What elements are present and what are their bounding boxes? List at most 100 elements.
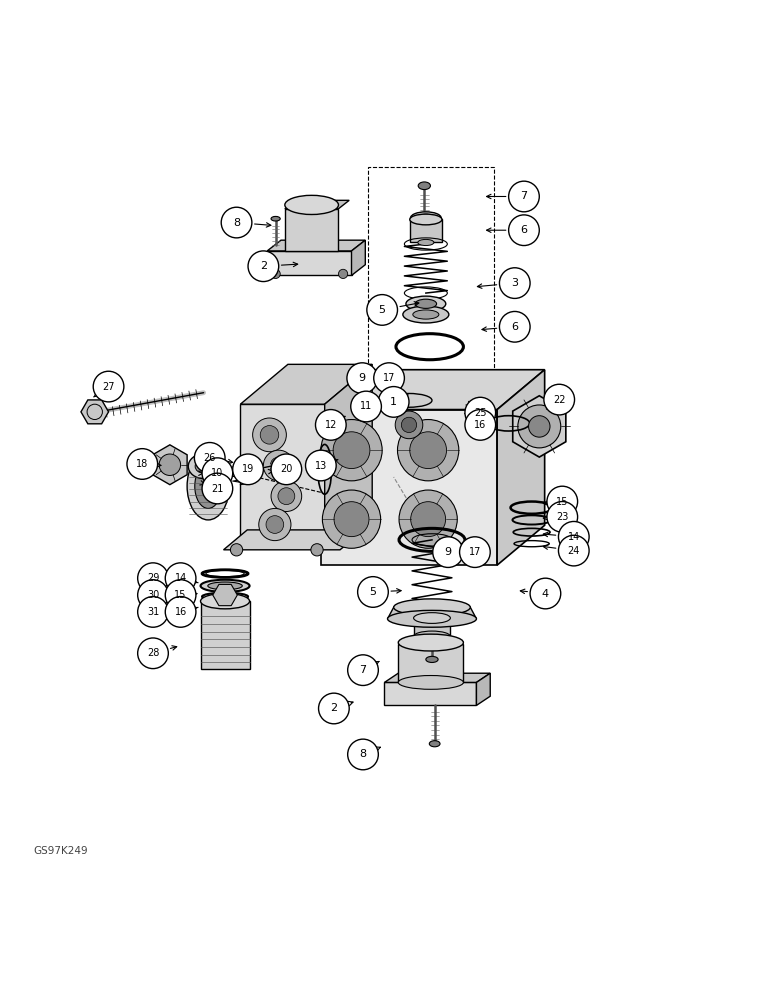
Text: 30: 30 xyxy=(147,590,159,600)
Polygon shape xyxy=(321,410,497,565)
Polygon shape xyxy=(384,673,490,682)
Ellipse shape xyxy=(388,610,476,627)
Ellipse shape xyxy=(188,454,219,479)
Polygon shape xyxy=(388,607,476,619)
Circle shape xyxy=(433,537,463,567)
Text: 7: 7 xyxy=(360,665,367,675)
Circle shape xyxy=(311,544,323,556)
Circle shape xyxy=(411,502,445,537)
Circle shape xyxy=(558,535,589,566)
Circle shape xyxy=(401,417,417,433)
Polygon shape xyxy=(240,404,325,546)
Circle shape xyxy=(347,655,378,685)
Text: 7: 7 xyxy=(520,191,527,201)
Text: 19: 19 xyxy=(242,464,254,474)
Circle shape xyxy=(347,739,378,770)
Text: 12: 12 xyxy=(325,420,337,430)
Circle shape xyxy=(350,391,381,422)
Circle shape xyxy=(306,450,336,481)
Circle shape xyxy=(137,580,168,610)
Ellipse shape xyxy=(411,212,441,224)
Circle shape xyxy=(333,432,370,469)
Circle shape xyxy=(357,577,388,607)
Circle shape xyxy=(509,215,540,246)
Text: 14: 14 xyxy=(567,532,580,542)
Polygon shape xyxy=(201,601,249,669)
Polygon shape xyxy=(351,240,365,275)
Circle shape xyxy=(137,563,168,594)
Circle shape xyxy=(334,502,369,537)
Ellipse shape xyxy=(410,214,442,225)
Text: 21: 21 xyxy=(212,484,224,494)
Circle shape xyxy=(410,432,446,469)
Circle shape xyxy=(159,454,181,475)
Ellipse shape xyxy=(414,631,450,642)
Ellipse shape xyxy=(398,676,463,689)
Circle shape xyxy=(259,508,291,541)
Circle shape xyxy=(252,418,286,452)
Ellipse shape xyxy=(271,216,280,221)
Text: 24: 24 xyxy=(567,546,580,556)
Circle shape xyxy=(202,458,232,489)
Polygon shape xyxy=(267,251,351,275)
Circle shape xyxy=(509,181,540,212)
Circle shape xyxy=(530,578,560,609)
Ellipse shape xyxy=(418,182,431,190)
Circle shape xyxy=(316,410,346,440)
Text: 16: 16 xyxy=(174,607,187,617)
Text: 18: 18 xyxy=(136,459,148,469)
Circle shape xyxy=(378,387,409,417)
Circle shape xyxy=(232,454,263,485)
Text: GS97K249: GS97K249 xyxy=(33,846,88,856)
Circle shape xyxy=(165,563,196,594)
Circle shape xyxy=(558,521,589,552)
Circle shape xyxy=(459,537,490,567)
Circle shape xyxy=(271,454,302,485)
Circle shape xyxy=(165,597,196,627)
Polygon shape xyxy=(384,682,476,705)
Circle shape xyxy=(137,638,168,669)
Ellipse shape xyxy=(201,594,249,609)
Bar xyxy=(367,167,494,377)
Text: 10: 10 xyxy=(212,468,224,478)
Text: 20: 20 xyxy=(280,464,293,474)
Circle shape xyxy=(202,473,232,504)
Text: 6: 6 xyxy=(520,225,527,235)
Text: 9: 9 xyxy=(359,373,366,383)
Text: 9: 9 xyxy=(445,547,452,557)
Ellipse shape xyxy=(415,299,437,308)
Ellipse shape xyxy=(426,656,438,662)
Text: 22: 22 xyxy=(553,395,565,405)
Circle shape xyxy=(465,410,496,440)
Circle shape xyxy=(518,405,560,448)
Circle shape xyxy=(195,443,225,473)
Text: 29: 29 xyxy=(147,573,159,583)
Text: 15: 15 xyxy=(556,497,568,507)
Text: 5: 5 xyxy=(379,305,386,315)
Circle shape xyxy=(398,420,459,481)
Ellipse shape xyxy=(285,195,338,214)
Circle shape xyxy=(367,295,398,325)
Text: 31: 31 xyxy=(147,607,159,617)
Text: 8: 8 xyxy=(360,749,367,759)
Text: 26: 26 xyxy=(204,453,216,463)
Ellipse shape xyxy=(406,296,445,311)
Text: 5: 5 xyxy=(370,587,377,597)
Circle shape xyxy=(271,269,280,278)
Text: 17: 17 xyxy=(469,547,481,557)
Text: 8: 8 xyxy=(233,218,240,228)
Circle shape xyxy=(271,481,302,511)
Ellipse shape xyxy=(429,741,440,747)
Circle shape xyxy=(374,363,405,393)
Circle shape xyxy=(248,251,279,282)
Circle shape xyxy=(222,207,252,238)
Circle shape xyxy=(399,490,457,548)
Text: 3: 3 xyxy=(511,278,518,288)
Circle shape xyxy=(395,411,423,439)
Ellipse shape xyxy=(403,306,449,323)
Circle shape xyxy=(127,449,157,479)
Ellipse shape xyxy=(386,393,432,407)
Ellipse shape xyxy=(201,580,249,592)
Polygon shape xyxy=(285,200,349,209)
Circle shape xyxy=(547,486,577,517)
